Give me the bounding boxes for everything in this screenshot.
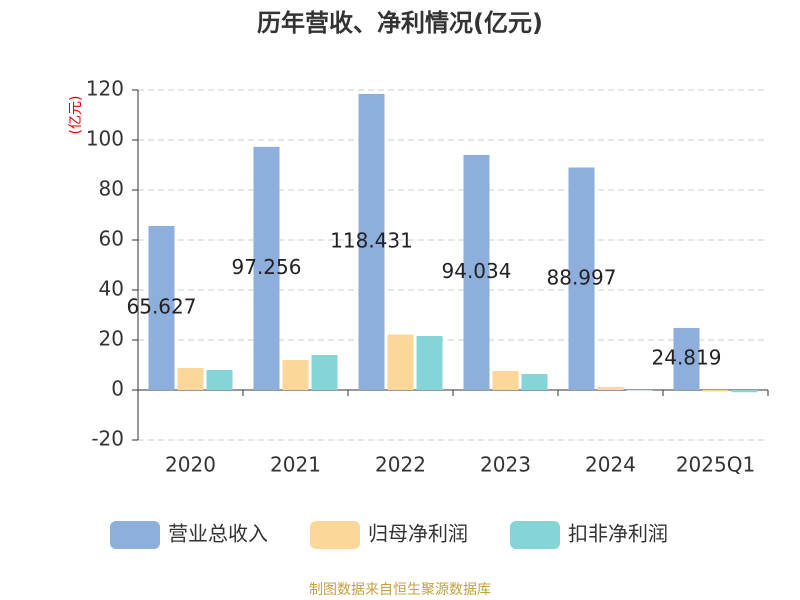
legend-label: 营业总收入	[168, 522, 268, 546]
legend-swatch	[510, 521, 560, 549]
legend-label: 扣非净利润	[568, 522, 668, 546]
x-tick-label: 2025Q1	[676, 453, 755, 477]
chart-title: 历年营收、净利情况(亿元)	[257, 9, 543, 37]
bar	[463, 154, 490, 390]
bar	[702, 390, 729, 392]
bar	[568, 167, 595, 390]
value-label: 97.256	[232, 255, 302, 279]
bar	[253, 146, 280, 390]
value-label: 118.431	[330, 228, 413, 252]
legend-swatch	[310, 521, 360, 549]
source-note: 制图数据来自恒生聚源数据库	[309, 582, 491, 598]
y-tick-label: 60	[99, 227, 124, 251]
legend-swatch	[110, 521, 160, 549]
legend-label: 归母净利润	[368, 522, 468, 546]
bar	[492, 371, 519, 390]
value-label: 24.819	[652, 345, 722, 369]
bar	[673, 327, 700, 390]
x-tick-label: 2023	[480, 453, 531, 477]
bar	[731, 390, 758, 393]
bar	[416, 336, 443, 390]
bar	[177, 368, 204, 390]
x-tick-label: 2022	[375, 453, 426, 477]
bar	[387, 334, 414, 390]
value-label: 65.627	[127, 294, 197, 318]
x-tick-label: 2021	[270, 453, 321, 477]
bar	[148, 225, 175, 390]
x-tick-label: 2020	[165, 453, 216, 477]
y-tick-label: 120	[86, 77, 124, 101]
value-label: 88.997	[547, 265, 617, 289]
bar	[311, 355, 338, 390]
bar	[597, 387, 624, 390]
y-axis-label: (亿元)	[68, 96, 84, 135]
value-label: 94.034	[442, 259, 512, 283]
y-tick-label: 40	[99, 277, 124, 301]
x-tick-label: 2024	[585, 453, 636, 477]
y-tick-label: 80	[99, 177, 124, 201]
bar	[521, 374, 548, 390]
y-tick-label: -20	[91, 427, 124, 451]
bar	[358, 93, 385, 391]
bar	[206, 370, 233, 390]
y-tick-label: 20	[99, 327, 124, 351]
bar	[626, 390, 653, 391]
y-tick-label: 0	[111, 377, 124, 401]
y-tick-label: 100	[86, 127, 124, 151]
bar	[282, 360, 309, 390]
